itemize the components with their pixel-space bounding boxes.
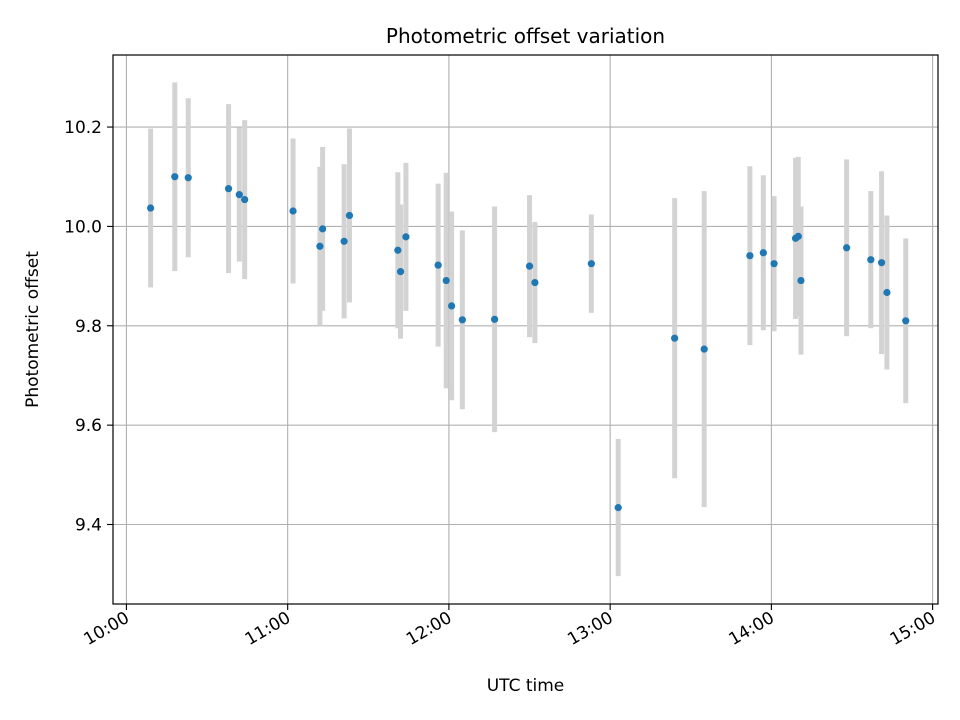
data-point (700, 345, 708, 353)
x-tick-label: 11:00 (242, 608, 294, 650)
y-tick-label: 9.8 (75, 317, 102, 337)
data-point (797, 276, 805, 285)
data-point (490, 315, 499, 323)
data-point (759, 249, 767, 257)
x-tick-label: 12:00 (403, 608, 455, 650)
x-axis-ticks: 10:00 11:00 12:00 13:00 14:00 15:00 (81, 604, 939, 650)
data-point (447, 302, 456, 310)
data-point (241, 195, 249, 204)
data-point (843, 244, 851, 252)
x-axis-label: UTC time (487, 676, 565, 696)
y-axis-label: Photometric offset (23, 251, 43, 408)
data-point (224, 185, 233, 193)
data-point (794, 232, 802, 240)
y-tick-label: 10.0 (64, 217, 102, 237)
data-point (235, 191, 243, 199)
data-point (319, 225, 327, 233)
error-bars (148, 82, 909, 577)
data-point (434, 261, 442, 269)
data-point (184, 174, 192, 182)
data-point (587, 260, 595, 268)
data-point (340, 237, 348, 245)
data-point (614, 504, 622, 512)
data-point (289, 207, 297, 215)
data-point (316, 242, 324, 250)
data-point (402, 233, 410, 241)
data-point (396, 268, 405, 276)
plot-frame (112, 54, 939, 605)
y-tick-label: 9.6 (75, 416, 102, 436)
data-point (531, 278, 539, 287)
x-tick-label: 10:00 (81, 608, 133, 650)
data-point (902, 317, 910, 325)
grid-lines (113, 55, 938, 604)
data-points (147, 173, 910, 512)
data-point (877, 259, 886, 267)
data-point (171, 173, 179, 181)
data-point (458, 316, 466, 324)
data-point (746, 252, 754, 260)
data-point (345, 211, 354, 220)
data-point (442, 276, 450, 285)
chart-title: Photometric offset variation (386, 24, 665, 48)
x-tick-label: 13:00 (564, 608, 616, 650)
data-point (394, 246, 402, 254)
y-tick-label: 9.4 (75, 516, 102, 536)
data-point (671, 334, 679, 342)
y-tick-label: 10.2 (64, 118, 102, 138)
x-tick-label: 15:00 (887, 608, 939, 650)
x-tick-label: 14:00 (725, 608, 777, 650)
data-point (867, 256, 875, 264)
data-point (770, 260, 778, 268)
data-point (525, 262, 534, 270)
data-point (883, 288, 891, 297)
y-axis-ticks: 9.4 9.6 9.8 10.0 10.2 (64, 118, 113, 536)
data-point (147, 204, 155, 212)
